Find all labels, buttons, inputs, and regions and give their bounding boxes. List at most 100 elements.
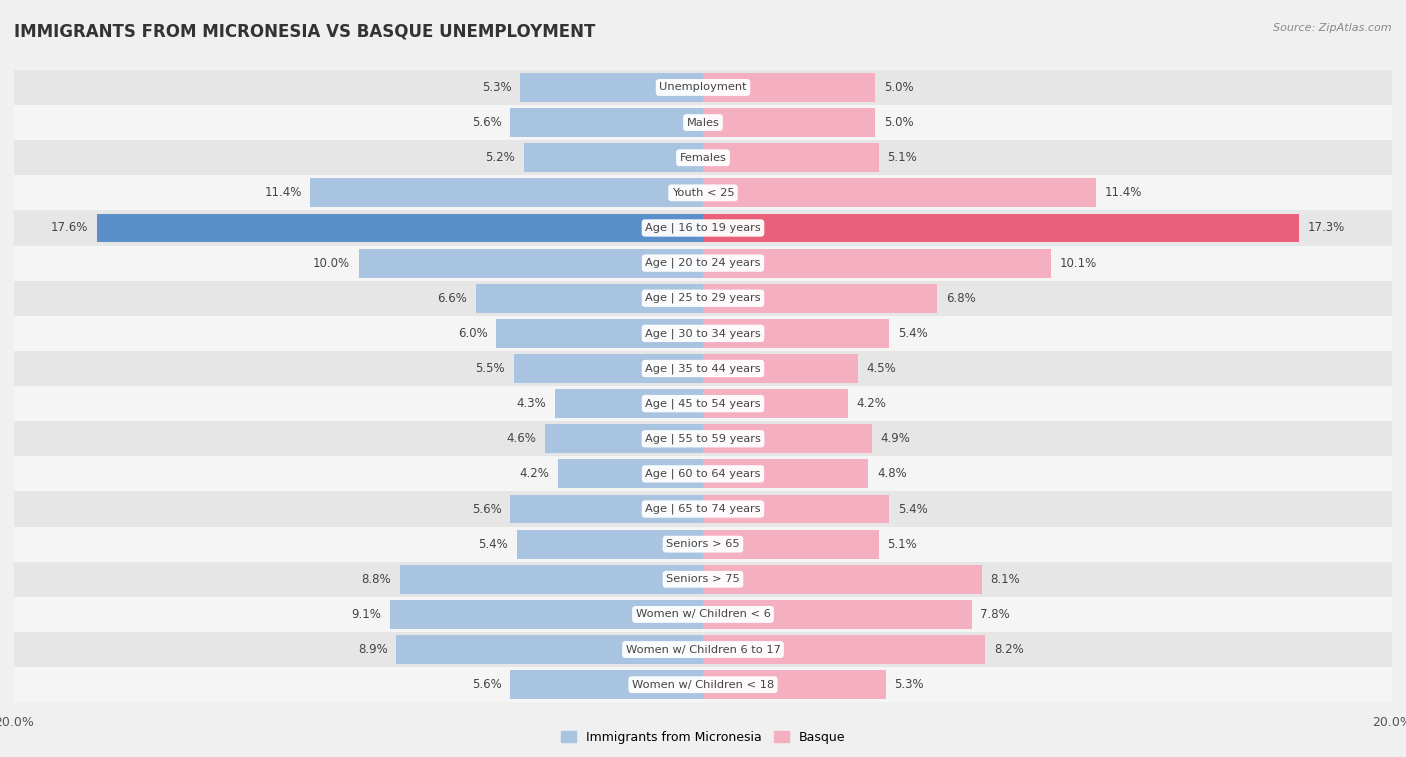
Text: 5.3%: 5.3% (894, 678, 924, 691)
Text: 5.3%: 5.3% (482, 81, 512, 94)
Bar (14, 421, 1392, 456)
Text: 5.0%: 5.0% (884, 116, 914, 129)
Bar (703, 249, 1050, 278)
Text: 5.6%: 5.6% (472, 678, 502, 691)
Text: 8.9%: 8.9% (359, 643, 388, 656)
Legend: Immigrants from Micronesia, Basque: Immigrants from Micronesia, Basque (555, 726, 851, 749)
Bar (359, 249, 703, 278)
Bar (703, 600, 972, 629)
Bar (703, 143, 879, 172)
Bar (14, 386, 1392, 421)
Text: 4.8%: 4.8% (877, 467, 907, 481)
Text: 4.9%: 4.9% (880, 432, 910, 445)
Bar (496, 319, 703, 347)
Bar (14, 632, 1392, 667)
Bar (311, 179, 703, 207)
Text: 5.4%: 5.4% (897, 327, 928, 340)
Bar (97, 213, 703, 242)
Text: Age | 30 to 34 years: Age | 30 to 34 years (645, 328, 761, 338)
Text: 9.1%: 9.1% (352, 608, 381, 621)
Bar (703, 213, 1299, 242)
Text: Age | 60 to 64 years: Age | 60 to 64 years (645, 469, 761, 479)
Text: Age | 16 to 19 years: Age | 16 to 19 years (645, 223, 761, 233)
Bar (513, 354, 703, 383)
Text: 5.6%: 5.6% (472, 116, 502, 129)
Text: 4.2%: 4.2% (856, 397, 886, 410)
Text: 8.1%: 8.1% (991, 573, 1021, 586)
Text: IMMIGRANTS FROM MICRONESIA VS BASQUE UNEMPLOYMENT: IMMIGRANTS FROM MICRONESIA VS BASQUE UNE… (14, 23, 595, 41)
Text: Seniors > 65: Seniors > 65 (666, 539, 740, 549)
Text: 5.2%: 5.2% (485, 151, 515, 164)
Bar (510, 108, 703, 137)
Text: 5.5%: 5.5% (475, 362, 505, 375)
Bar (558, 459, 703, 488)
Bar (14, 140, 1392, 176)
Text: 7.8%: 7.8% (980, 608, 1010, 621)
Text: Age | 20 to 24 years: Age | 20 to 24 years (645, 258, 761, 269)
Text: Age | 55 to 59 years: Age | 55 to 59 years (645, 434, 761, 444)
Bar (14, 281, 1392, 316)
Text: Source: ZipAtlas.com: Source: ZipAtlas.com (1274, 23, 1392, 33)
Bar (703, 530, 879, 559)
Bar (703, 73, 875, 102)
Bar (14, 176, 1392, 210)
Bar (703, 635, 986, 664)
Bar (14, 351, 1392, 386)
Text: 10.0%: 10.0% (312, 257, 350, 269)
Bar (14, 456, 1392, 491)
Bar (517, 530, 703, 559)
Text: 4.3%: 4.3% (516, 397, 547, 410)
Text: 8.8%: 8.8% (361, 573, 391, 586)
Text: Males: Males (686, 117, 720, 128)
Bar (544, 425, 703, 453)
Text: 10.1%: 10.1% (1060, 257, 1097, 269)
Text: Age | 65 to 74 years: Age | 65 to 74 years (645, 503, 761, 514)
Text: Females: Females (679, 153, 727, 163)
Bar (14, 210, 1392, 245)
Text: 17.6%: 17.6% (51, 222, 89, 235)
Text: 5.1%: 5.1% (887, 537, 917, 550)
Bar (396, 635, 703, 664)
Text: 5.4%: 5.4% (478, 537, 509, 550)
Bar (520, 73, 703, 102)
Bar (14, 70, 1392, 105)
Text: 4.2%: 4.2% (520, 467, 550, 481)
Bar (524, 143, 703, 172)
Bar (14, 491, 1392, 527)
Text: 5.0%: 5.0% (884, 81, 914, 94)
Bar (510, 670, 703, 699)
Bar (703, 389, 848, 418)
Bar (555, 389, 703, 418)
Bar (703, 565, 981, 593)
Text: 4.5%: 4.5% (866, 362, 897, 375)
Bar (14, 245, 1392, 281)
Text: 5.6%: 5.6% (472, 503, 502, 516)
Bar (14, 316, 1392, 351)
Text: 6.6%: 6.6% (437, 291, 467, 305)
Bar (703, 494, 889, 523)
Text: Women w/ Children < 18: Women w/ Children < 18 (631, 680, 775, 690)
Bar (14, 667, 1392, 702)
Text: Age | 25 to 29 years: Age | 25 to 29 years (645, 293, 761, 304)
Text: Seniors > 75: Seniors > 75 (666, 575, 740, 584)
Text: 11.4%: 11.4% (264, 186, 302, 199)
Bar (703, 108, 875, 137)
Text: Youth < 25: Youth < 25 (672, 188, 734, 198)
Bar (703, 319, 889, 347)
Text: Unemployment: Unemployment (659, 83, 747, 92)
Bar (14, 597, 1392, 632)
Bar (475, 284, 703, 313)
Text: 5.1%: 5.1% (887, 151, 917, 164)
Text: Age | 45 to 54 years: Age | 45 to 54 years (645, 398, 761, 409)
Text: Age | 35 to 44 years: Age | 35 to 44 years (645, 363, 761, 374)
Bar (389, 600, 703, 629)
Bar (399, 565, 703, 593)
Text: 6.8%: 6.8% (946, 291, 976, 305)
Text: Women w/ Children 6 to 17: Women w/ Children 6 to 17 (626, 644, 780, 655)
Bar (703, 670, 886, 699)
Text: 6.0%: 6.0% (458, 327, 488, 340)
Text: Women w/ Children < 6: Women w/ Children < 6 (636, 609, 770, 619)
Bar (14, 562, 1392, 597)
Bar (703, 425, 872, 453)
Text: 4.6%: 4.6% (506, 432, 536, 445)
